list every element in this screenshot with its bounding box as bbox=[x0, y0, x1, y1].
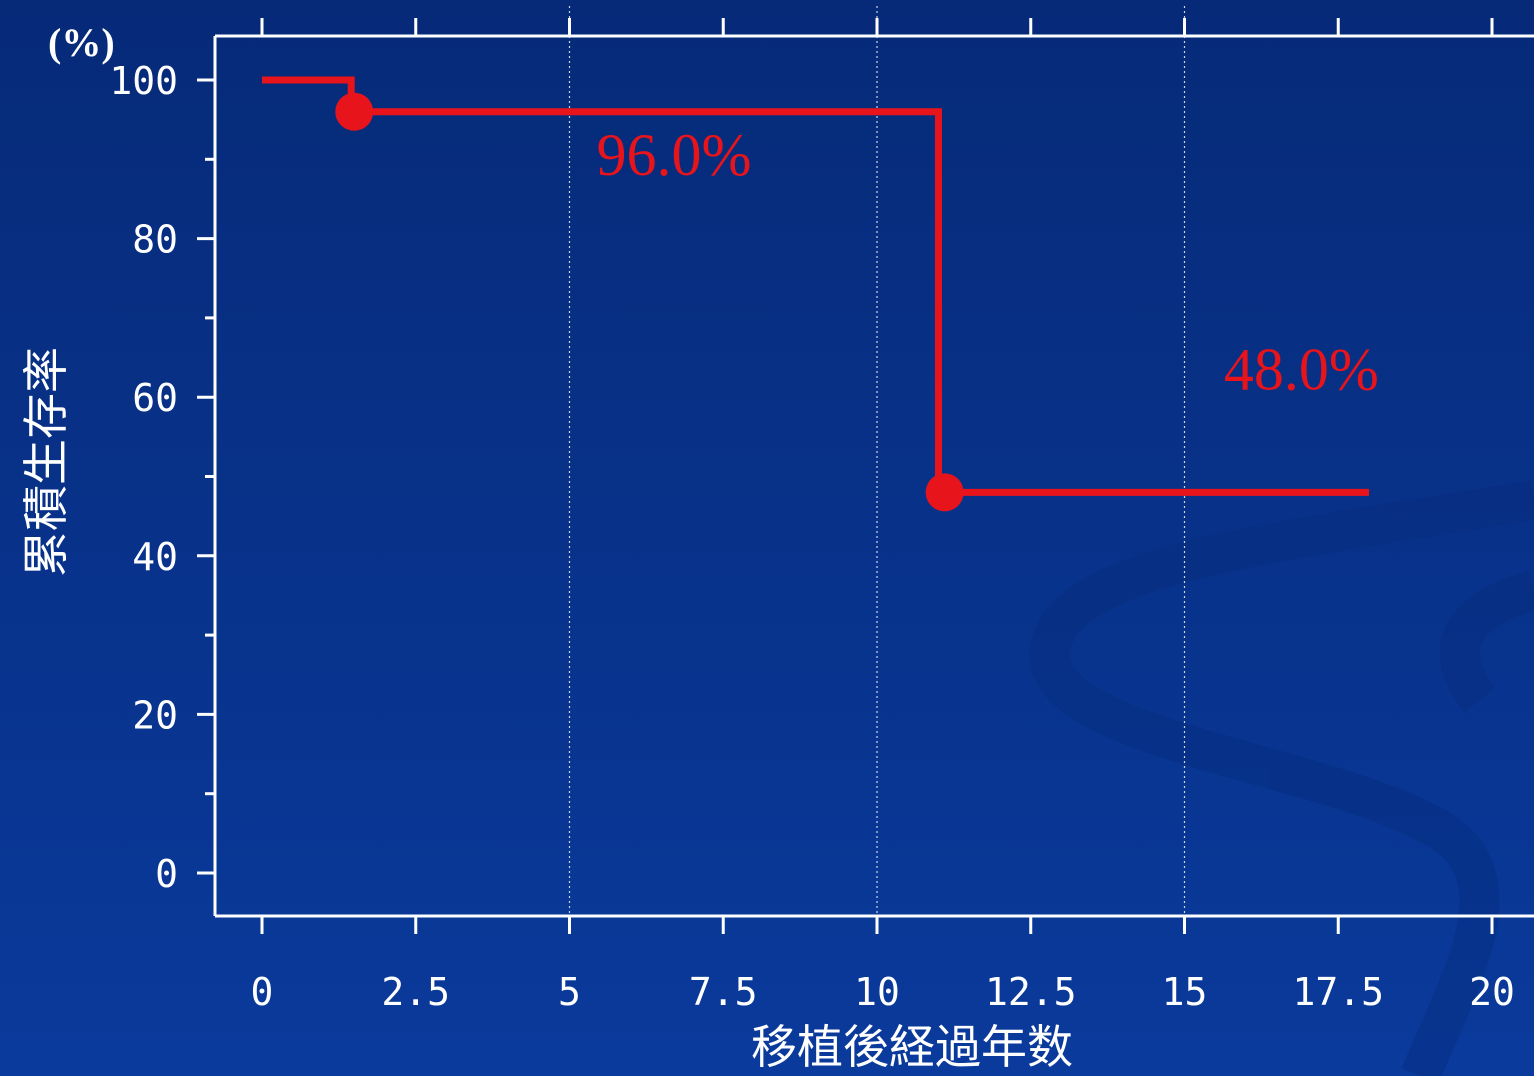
event-marker bbox=[925, 473, 964, 512]
x-axis-title: 移植後経過年数 bbox=[751, 1020, 1073, 1074]
y-tick-label: 20 bbox=[132, 693, 178, 737]
grid-layer bbox=[568, 6, 1186, 916]
x-tick-label: 17.5 bbox=[1292, 970, 1384, 1014]
survival-rate-annotation: 48.0% bbox=[1224, 336, 1379, 402]
x-tick-label: 0 bbox=[251, 970, 274, 1014]
y-tick-label: 0 bbox=[155, 852, 178, 896]
x-tick-label: 2.5 bbox=[381, 970, 450, 1014]
x-tick-label: 20 bbox=[1469, 970, 1515, 1014]
event-marker bbox=[335, 92, 374, 131]
x-tick-label: 7.5 bbox=[689, 970, 758, 1014]
x-tick-label: 10 bbox=[854, 970, 900, 1014]
x-tick-label: 12.5 bbox=[985, 970, 1077, 1014]
labels-layer: 0 2.5 5 7.5 10 12.5 15 17.5 20 0 20 40 60 80 100 96.0% 4… bbox=[109, 59, 1515, 1014]
y-tick-label: 60 bbox=[132, 376, 178, 420]
survival-step-line bbox=[262, 76, 1369, 496]
x-tick-label: 15 bbox=[1162, 970, 1208, 1014]
x-tick-label: 5 bbox=[558, 970, 581, 1014]
series-layer bbox=[262, 76, 1369, 512]
y-tick-label: 40 bbox=[132, 535, 178, 579]
y-tick-label: 80 bbox=[132, 218, 178, 262]
y-unit-label: (%) bbox=[48, 20, 115, 65]
survival-rate-annotation: 96.0% bbox=[597, 122, 752, 188]
background-swoosh-decoration bbox=[1029, 480, 1534, 1076]
axes-layer bbox=[197, 18, 1534, 934]
y-axis-title: 累積生存率 bbox=[19, 347, 73, 577]
y-tick-label: 100 bbox=[109, 59, 178, 103]
